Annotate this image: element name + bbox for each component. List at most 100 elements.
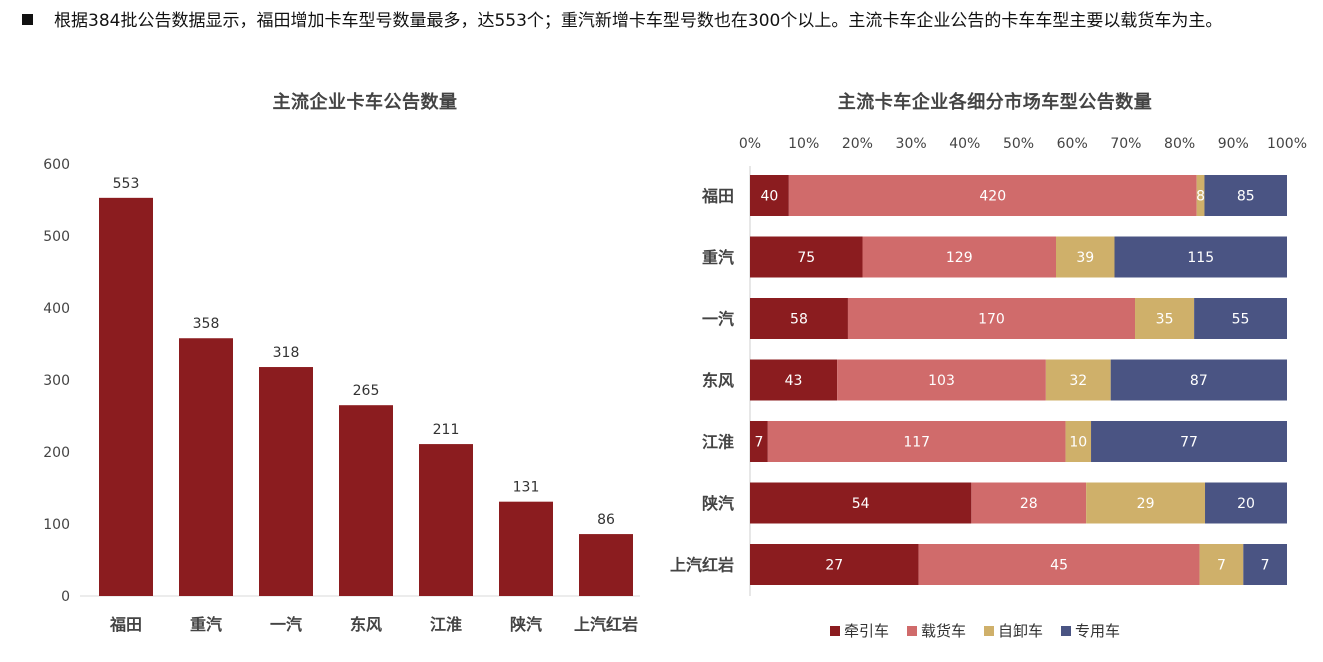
segment-data-label: 43 xyxy=(785,373,803,389)
segment-data-label: 87 xyxy=(1190,373,1208,389)
y-category-label: 上汽红岩 xyxy=(670,556,734,575)
x-category-label: 陕汽 xyxy=(510,615,542,634)
bullet-square-icon xyxy=(22,14,33,25)
stacked-segment xyxy=(750,298,848,339)
bar xyxy=(99,197,153,596)
x-tick-label: 40% xyxy=(949,136,980,152)
y-category-label: 福田 xyxy=(701,187,734,206)
segment-data-label: 27 xyxy=(825,558,843,574)
legend-swatch xyxy=(984,625,995,636)
legend-swatch xyxy=(907,625,918,636)
x-category-label: 江淮 xyxy=(430,615,462,634)
bar-data-label: 86 xyxy=(597,512,615,528)
stacked-segment xyxy=(862,236,1056,278)
bar xyxy=(179,338,233,596)
summary-text: 根据384批公告数据显示，福田增加卡车型号数量最多，达553个；重汽新增卡车型号… xyxy=(54,11,1223,31)
segment-data-label: 35 xyxy=(1156,312,1174,328)
stacked-chart-title: 主流卡车企业各细分市场车型公告数量 xyxy=(837,92,1153,113)
segment-data-label: 45 xyxy=(1050,558,1068,574)
bar-data-label: 318 xyxy=(273,345,300,361)
x-category-label: 福田 xyxy=(109,615,142,634)
segment-data-label: 29 xyxy=(1137,496,1155,512)
stacked-segment xyxy=(837,359,1046,401)
stacked-segment xyxy=(1196,175,1205,216)
legend-item: 牵引车 xyxy=(830,620,889,641)
stacked-segment xyxy=(1045,359,1111,401)
segment-data-label: 85 xyxy=(1237,189,1255,205)
segment-data-label: 54 xyxy=(852,496,870,512)
y-category-label: 一汽 xyxy=(702,310,734,329)
y-tick-label: 400 xyxy=(43,301,70,317)
y-category-label: 东风 xyxy=(702,371,734,390)
stacked-segment xyxy=(1205,482,1287,524)
bar-data-label: 211 xyxy=(433,422,460,438)
x-tick-label: 60% xyxy=(1057,136,1088,152)
bar-data-label: 265 xyxy=(353,383,380,399)
bar-data-label: 553 xyxy=(113,176,140,192)
y-tick-label: 300 xyxy=(43,373,70,389)
bar-data-label: 131 xyxy=(513,480,540,496)
x-tick-label: 10% xyxy=(788,136,819,152)
bar-chart-title: 主流企业卡车公告数量 xyxy=(272,92,458,113)
segment-data-label: 117 xyxy=(903,435,930,451)
stacked-segment xyxy=(847,298,1136,339)
x-tick-label: 70% xyxy=(1110,136,1141,152)
y-category-label: 重汽 xyxy=(702,248,734,267)
segment-data-label: 58 xyxy=(790,312,808,328)
x-tick-label: 80% xyxy=(1164,136,1195,152)
legend-swatch xyxy=(1061,625,1072,636)
x-tick-label: 30% xyxy=(896,136,927,152)
stacked-segment xyxy=(1194,298,1287,339)
stacked-segment xyxy=(1204,175,1287,216)
legend-label: 牵引车 xyxy=(844,622,890,640)
segment-data-label: 77 xyxy=(1180,435,1198,451)
stacked-segment xyxy=(750,482,972,524)
bar xyxy=(499,501,553,596)
x-tick-label: 50% xyxy=(1003,136,1034,152)
stacked-segment xyxy=(1243,544,1287,585)
y-tick-label: 600 xyxy=(43,157,70,173)
segment-data-label: 20 xyxy=(1237,496,1255,512)
segment-data-label: 115 xyxy=(1187,250,1214,266)
segment-data-label: 7 xyxy=(1261,558,1270,574)
bar xyxy=(259,367,313,596)
stacked-segment xyxy=(750,421,768,462)
segment-data-label: 39 xyxy=(1076,250,1094,266)
segment-data-label: 40 xyxy=(761,189,779,205)
stacked-segment xyxy=(1086,482,1206,524)
stacked-segment xyxy=(1135,298,1195,339)
x-category-label: 一汽 xyxy=(270,615,302,634)
x-category-label: 上汽红岩 xyxy=(574,615,638,634)
legend-swatch xyxy=(830,625,840,636)
x-tick-label: 0% xyxy=(739,136,761,152)
y-category-label: 陕汽 xyxy=(702,494,734,513)
bar xyxy=(579,534,633,596)
legend-label: 自卸车 xyxy=(998,622,1044,640)
stacked-segment xyxy=(767,421,1066,462)
x-tick-label: 20% xyxy=(842,136,873,152)
legend-label: 载货车 xyxy=(921,622,967,640)
x-category-label: 东风 xyxy=(350,615,382,634)
x-category-label: 重汽 xyxy=(190,615,222,634)
x-tick-label: 100% xyxy=(1267,136,1307,152)
summary-paragraph: 根据384批公告数据显示，福田增加卡车型号数量最多，达553个；重汽新增卡车型号… xyxy=(22,8,1312,35)
stacked-segment xyxy=(750,544,919,585)
legend-item: 载货车 xyxy=(907,620,966,641)
stacked-segment xyxy=(1065,421,1092,462)
y-tick-label: 500 xyxy=(43,229,70,245)
stacked-chart-legend: 牵引车 载货车 自卸车 专用车 xyxy=(830,620,1120,641)
stacked-segment xyxy=(1114,236,1287,278)
stacked-bar-chart: 0% 10% 20% 30% 40% 50% 60% 70% 80% 90% 100% 福田 40 420… xyxy=(670,136,1307,596)
stacked-segment xyxy=(918,544,1200,585)
stacked-segment xyxy=(1199,544,1244,585)
stacked-segment xyxy=(750,175,789,216)
stacked-segment xyxy=(788,175,1197,216)
segment-data-label: 8 xyxy=(1196,189,1205,205)
segment-data-label: 129 xyxy=(946,250,973,266)
segment-data-label: 32 xyxy=(1069,373,1087,389)
bar-chart: 0 100 200 300 400 500 600 553 福田 358 重汽 318 一汽 265 东风 2… xyxy=(43,157,640,634)
y-tick-label: 100 xyxy=(43,517,70,533)
segment-data-label: 420 xyxy=(979,189,1006,205)
segment-data-label: 7 xyxy=(754,435,763,451)
bar xyxy=(339,405,393,596)
